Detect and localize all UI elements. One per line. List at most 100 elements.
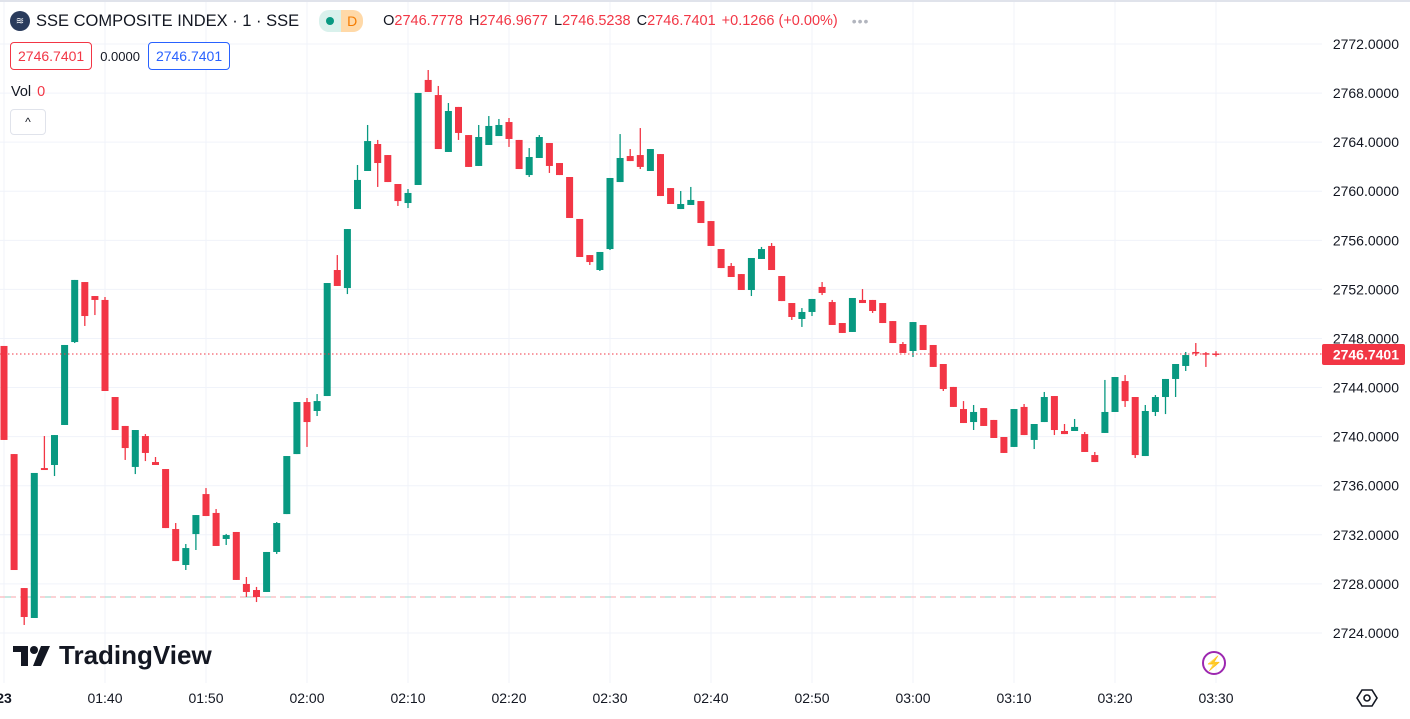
candle-body[interactable]: [929, 344, 937, 367]
candle-body[interactable]: [939, 364, 947, 390]
candle-body[interactable]: [1121, 381, 1129, 402]
candle-body[interactable]: [646, 149, 654, 171]
candle-body[interactable]: [414, 92, 422, 185]
candle-body[interactable]: [596, 251, 604, 271]
candle-body[interactable]: [111, 397, 119, 431]
candle-body[interactable]: [535, 137, 543, 158]
buy-button[interactable]: 2746.7401: [147, 42, 231, 70]
candle-body[interactable]: [0, 345, 8, 440]
candle-body[interactable]: [475, 137, 483, 166]
candle-body[interactable]: [343, 229, 351, 289]
candle-body[interactable]: [1182, 355, 1190, 366]
candle-body[interactable]: [1020, 406, 1028, 436]
candle-body[interactable]: [101, 299, 109, 391]
candle-body[interactable]: [990, 419, 998, 438]
candle-body[interactable]: [364, 141, 372, 171]
candle-body[interactable]: [707, 221, 715, 246]
candle-body[interactable]: [495, 124, 503, 137]
candle-body[interactable]: [374, 144, 382, 164]
candle-body[interactable]: [606, 177, 614, 250]
candle-body[interactable]: [283, 456, 291, 515]
tradingview-logo[interactable]: TradingView: [13, 640, 212, 671]
candle-body[interactable]: [717, 249, 725, 269]
candle-body[interactable]: [949, 386, 957, 407]
candle-body[interactable]: [1050, 396, 1058, 431]
candle-body[interactable]: [242, 584, 250, 592]
candle-body[interactable]: [667, 188, 675, 205]
collapse-legend-button[interactable]: ^: [10, 109, 46, 135]
candle-body[interactable]: [263, 551, 271, 592]
candle-body[interactable]: [697, 201, 705, 224]
candle-body[interactable]: [61, 344, 69, 425]
candle-body[interactable]: [1151, 397, 1159, 412]
candle-body[interactable]: [172, 529, 180, 562]
candle-body[interactable]: [485, 125, 493, 145]
candle-body[interactable]: [576, 218, 584, 258]
candle-body[interactable]: [758, 249, 765, 259]
more-icon[interactable]: •••: [851, 13, 870, 29]
candle-body[interactable]: [1081, 434, 1089, 452]
candle-body[interactable]: [687, 199, 695, 205]
candle-body[interactable]: [434, 95, 442, 150]
candle-body[interactable]: [303, 402, 311, 423]
candle-body[interactable]: [586, 255, 594, 263]
market-status-badge[interactable]: D: [319, 10, 364, 32]
candle-body[interactable]: [545, 143, 553, 166]
candle-body[interactable]: [1040, 397, 1048, 423]
candle-body[interactable]: [253, 590, 260, 598]
candle-body[interactable]: [1141, 410, 1149, 457]
candle-body[interactable]: [879, 303, 887, 324]
candle-body[interactable]: [384, 155, 392, 183]
symbol-title[interactable]: SSE COMPOSITE INDEX · 1 · SSE: [36, 11, 300, 30]
candle-body[interactable]: [1111, 377, 1119, 412]
candle-body[interactable]: [798, 311, 806, 319]
candle-body[interactable]: [1162, 378, 1169, 398]
candle-body[interactable]: [313, 401, 321, 411]
candle-body[interactable]: [919, 324, 927, 351]
candle-body[interactable]: [838, 323, 846, 333]
candle-body[interactable]: [162, 469, 170, 529]
candle-body[interactable]: [192, 515, 200, 535]
candle-body[interactable]: [1172, 364, 1180, 379]
settings-icon[interactable]: [1356, 688, 1378, 708]
candle-body[interactable]: [1192, 351, 1200, 354]
candle-body[interactable]: [394, 184, 402, 202]
candle-body[interactable]: [848, 297, 856, 332]
candle-body[interactable]: [747, 257, 755, 291]
candle-body[interactable]: [323, 283, 331, 397]
candle-body[interactable]: [869, 299, 877, 311]
candle-body[interactable]: [626, 156, 634, 162]
candle-body[interactable]: [970, 411, 978, 423]
candle-body[interactable]: [566, 177, 574, 218]
candle-body[interactable]: [40, 468, 48, 471]
candle-body[interactable]: [1101, 411, 1109, 433]
candle-body[interactable]: [515, 139, 523, 170]
candle-body[interactable]: [30, 472, 38, 618]
candle-body[interactable]: [222, 535, 230, 539]
candle-body[interactable]: [677, 204, 685, 210]
candle-body[interactable]: [556, 163, 563, 176]
candle-body[interactable]: [1131, 397, 1139, 456]
candle-body[interactable]: [788, 303, 796, 318]
candle-body[interactable]: [1010, 409, 1018, 447]
candle-body[interactable]: [1071, 426, 1079, 431]
candle-body[interactable]: [778, 276, 786, 302]
candle-body[interactable]: [404, 192, 412, 204]
candle-body[interactable]: [273, 523, 281, 552]
candle-body[interactable]: [455, 106, 462, 133]
candle-body[interactable]: [1202, 353, 1210, 355]
candle-body[interactable]: [141, 436, 149, 453]
candle-body[interactable]: [768, 245, 776, 271]
candle-body[interactable]: [737, 274, 745, 291]
candle-body[interactable]: [81, 282, 89, 317]
candle-body[interactable]: [121, 425, 129, 449]
candle-body[interactable]: [354, 179, 361, 210]
candle-body[interactable]: [960, 409, 967, 424]
candle-body[interactable]: [1000, 437, 1008, 453]
candle-body[interactable]: [10, 454, 18, 571]
candle-body[interactable]: [91, 296, 99, 300]
candle-body[interactable]: [1091, 455, 1099, 463]
candle-body[interactable]: [333, 270, 341, 286]
sell-button[interactable]: 2746.7401: [10, 42, 93, 70]
